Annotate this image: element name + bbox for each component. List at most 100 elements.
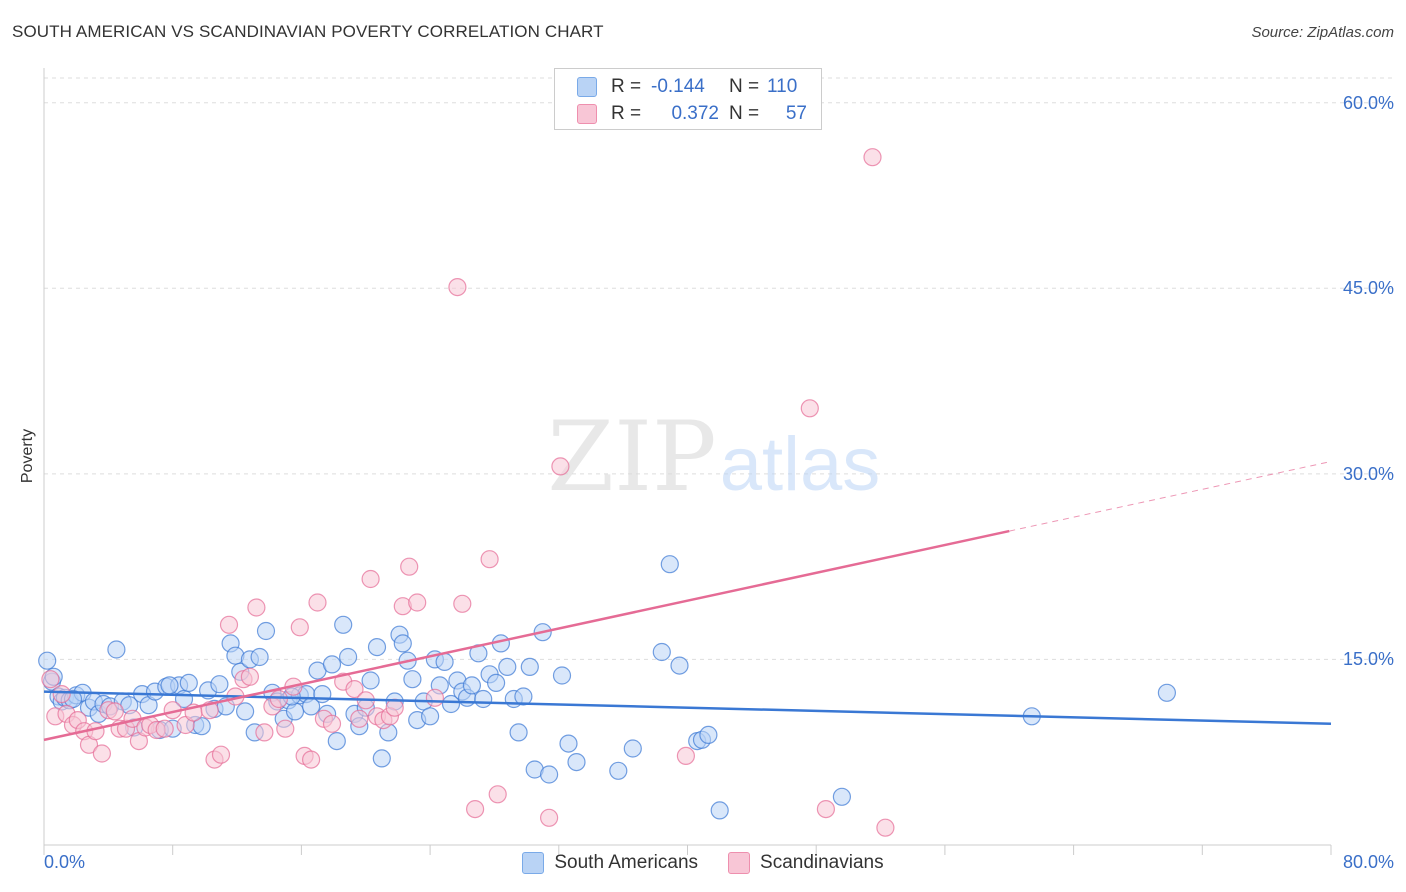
south-americans-point	[652, 642, 671, 662]
scandinavians-point	[425, 688, 444, 707]
south-americans-point	[38, 651, 57, 670]
legend-n-label: N =	[729, 76, 760, 97]
south-americans-point	[313, 684, 332, 704]
south-americans-point	[339, 647, 358, 667]
scandinavians-points	[41, 148, 895, 837]
south-americans-point	[474, 689, 493, 709]
south-americans-point	[361, 671, 380, 690]
scandinavians-point	[92, 744, 112, 763]
scandinavians-point	[219, 615, 239, 634]
legend-swatch-south-americans	[577, 77, 597, 97]
south-americans-point	[435, 652, 454, 672]
south-americans-point	[327, 731, 346, 751]
watermark: ZIP atlas	[547, 401, 880, 513]
scandinavians-point	[322, 714, 342, 733]
scandinavians-point	[361, 569, 380, 589]
scandinavians-point	[466, 799, 485, 819]
scandinavians-point	[539, 808, 559, 827]
south-americans-point	[462, 676, 481, 695]
south-americans-point	[322, 655, 342, 674]
scandinavians-point	[211, 745, 231, 764]
scandinavians-point	[255, 723, 274, 742]
scandinavians-point	[155, 719, 174, 738]
legend-label-south-americans: South Americans	[554, 852, 699, 873]
south-americans-point	[609, 761, 628, 780]
scandinavians-point	[863, 148, 882, 167]
scandinavians-trend-line	[43, 529, 1010, 742]
y-tick-label: 60.0%	[1342, 92, 1394, 113]
south-americans-point	[250, 647, 269, 667]
south-americans-point	[539, 765, 559, 784]
legend-item-scandinavians[interactable]: Scandinavians	[728, 852, 884, 874]
legend-n-value: 57	[785, 103, 807, 124]
watermark-atlas: atlas	[720, 422, 881, 507]
legend-label-scandinavians: Scandinavians	[760, 852, 884, 873]
scandinavians-point	[800, 399, 819, 418]
legend-swatch-scandinavians	[728, 852, 751, 874]
scandinavians-point	[345, 679, 364, 699]
south-americans-point	[710, 801, 729, 820]
scandinavians-point	[350, 709, 369, 728]
south-americans-point	[403, 670, 422, 689]
chart-title: SOUTH AMERICAN VS SCANDINAVIAN POVERTY C…	[12, 22, 604, 41]
scandinavians-point	[247, 598, 266, 617]
south-americans-point	[441, 694, 461, 714]
scandinavians-point	[302, 750, 321, 769]
south-americans-point	[107, 640, 126, 659]
south-americans-point	[487, 673, 506, 693]
south-americans-point	[559, 734, 578, 753]
legend-swatch-south-americans	[522, 852, 545, 874]
south-americans-point	[623, 739, 642, 758]
legend-row-scandinavians: R = 0.372 N = 57	[577, 102, 807, 126]
watermark-zip: ZIP	[547, 401, 716, 513]
legend-r-value: 0.372	[671, 103, 719, 124]
trend-lines	[43, 461, 1332, 742]
scandinavians-point	[408, 593, 427, 612]
south-americans-point	[509, 723, 528, 742]
grid-lines	[44, 77, 1392, 660]
scandinavians-point	[488, 785, 507, 804]
south-americans-point	[552, 666, 572, 685]
source-label: Source: ZipAtlas.com	[1251, 24, 1394, 41]
axes	[43, 68, 1332, 855]
scandinavians-point	[400, 557, 419, 576]
legend-r-label: R =	[611, 103, 642, 124]
scandinavians-point	[551, 457, 570, 476]
y-tick-label: 30.0%	[1342, 463, 1394, 484]
south-americans-point	[236, 702, 255, 721]
scandinavians-point	[480, 550, 499, 569]
scandinavians-point	[52, 684, 71, 704]
scandinavians-point	[876, 818, 895, 837]
correlation-legend: R = -0.144 N = 110 R = 0.372 N = 57	[554, 68, 822, 130]
legend-n-label: N =	[729, 103, 760, 124]
south-americans-point	[367, 637, 387, 657]
scandinavians-point	[276, 719, 295, 738]
south-americans-trend-line	[43, 690, 1332, 726]
south-americans-point	[372, 749, 391, 768]
scandinavians-point	[816, 799, 836, 819]
south-americans-point	[514, 687, 533, 706]
south-americans-point	[699, 725, 718, 745]
x-tick-label-min: 0.0%	[44, 852, 86, 872]
south-americans-point	[256, 621, 276, 641]
series-legend: South Americans Scandinavians	[0, 852, 1406, 874]
south-americans-point	[520, 657, 539, 677]
scandinavians-point	[448, 278, 467, 297]
south-americans-point	[1157, 683, 1177, 702]
south-americans-point	[334, 615, 353, 634]
scandinavians-point	[41, 670, 60, 689]
legend-r-value: -0.144	[651, 76, 705, 97]
south-americans-point	[179, 673, 198, 693]
south-americans-point	[567, 752, 586, 772]
south-americans-point	[832, 787, 852, 806]
south-americans-points	[38, 555, 1177, 820]
scandinavians-point	[676, 746, 696, 766]
y-tick-label: 45.0%	[1342, 278, 1394, 299]
legend-item-south-americans[interactable]: South Americans	[522, 852, 698, 874]
legend-r-label: R =	[611, 76, 642, 97]
scandinavians-trend-line-extension	[1009, 461, 1332, 532]
y-tick-label: 15.0%	[1342, 649, 1394, 670]
scandinavians-point	[308, 593, 327, 612]
legend-swatch-scandinavians	[577, 104, 597, 124]
